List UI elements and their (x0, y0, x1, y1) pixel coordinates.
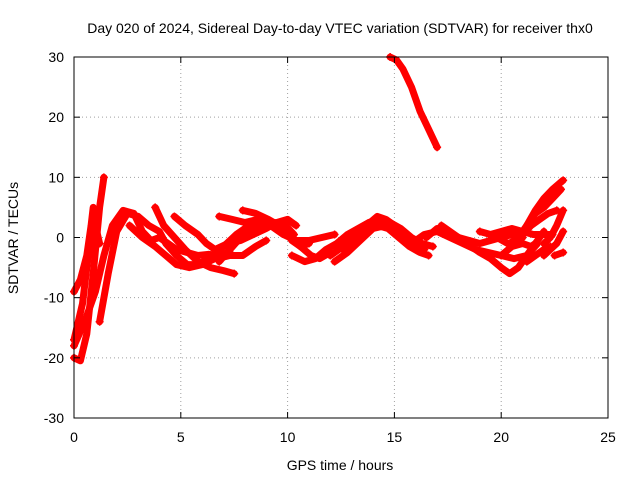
y-tick-label: 30 (48, 49, 64, 65)
plus-marker (213, 254, 222, 263)
plus-marker (559, 176, 568, 185)
chart-title: Day 020 of 2024, Sidereal Day-to-day VTE… (87, 20, 593, 36)
plus-marker (292, 221, 301, 230)
series-arc-12 (215, 212, 339, 244)
plus-marker (151, 203, 160, 212)
x-tick-label: 0 (70, 429, 78, 445)
plus-marker (330, 230, 339, 239)
plus-marker (99, 173, 108, 182)
plus-marker (93, 215, 102, 224)
plus-marker (539, 251, 548, 260)
plus-marker (424, 251, 433, 260)
plus-marker (287, 251, 296, 260)
series-arc-18 (326, 222, 433, 259)
plus-marker (215, 212, 224, 221)
plus-marker (497, 251, 506, 260)
x-tick-labels: 0 5 10 15 20 25 (70, 429, 616, 445)
series-arc-29 (540, 206, 567, 247)
series-arc-26 (510, 206, 561, 247)
y-tick-label: -20 (44, 350, 64, 366)
series-arc-6 (151, 203, 238, 278)
plus-marker (262, 236, 271, 245)
plus-marker (550, 251, 559, 260)
plus-marker (539, 239, 548, 248)
plus-marker (326, 251, 335, 260)
x-tick-label: 25 (600, 429, 616, 445)
plus-marker (238, 206, 247, 215)
plus-marker (433, 143, 442, 152)
plus-marker (559, 227, 568, 236)
y-tick-label: 0 (56, 230, 64, 246)
plus-marker (95, 239, 104, 248)
plus-marker (475, 227, 484, 236)
plus-marker (170, 212, 179, 221)
y-tick-label: 10 (48, 169, 64, 185)
x-tick-label: 20 (493, 429, 509, 445)
x-axis-title: GPS time / hours (287, 457, 394, 473)
series-arc-11 (211, 215, 300, 253)
plus-marker (531, 239, 540, 248)
series-arc-22 (437, 222, 548, 278)
data-series (70, 53, 568, 365)
series-arc-27 (497, 240, 539, 259)
x-tick-label: 15 (387, 429, 403, 445)
x-tick-label: 10 (280, 429, 296, 445)
plus-marker (522, 257, 531, 266)
series-arc-23 (476, 225, 556, 238)
series-arc-7 (126, 222, 230, 272)
x-tick-label: 5 (177, 429, 185, 445)
plus-marker (330, 257, 339, 266)
plus-marker (95, 317, 104, 326)
plus-marker (428, 242, 437, 251)
plus-marker (559, 206, 568, 215)
series-arc-3 (70, 203, 101, 296)
y-tick-label: -10 (44, 290, 64, 306)
plus-marker (125, 221, 134, 230)
plus-marker (230, 269, 239, 278)
series-arc-30 (540, 228, 567, 259)
y-tick-label: -30 (44, 410, 64, 426)
series-arc-19 (386, 53, 441, 151)
series-arc-13 (213, 237, 270, 263)
plus-marker (437, 221, 446, 230)
plus-marker (210, 245, 219, 254)
y-axis-title: SDTVAR / TECUs (5, 182, 21, 294)
plus-marker (492, 233, 501, 242)
plus-marker (559, 248, 568, 257)
plus-marker (407, 239, 416, 248)
y-tick-label: 20 (48, 109, 64, 125)
axis-ticks (73, 56, 609, 419)
y-tick-labels: -30 -20 -10 0 10 20 30 (44, 49, 64, 426)
